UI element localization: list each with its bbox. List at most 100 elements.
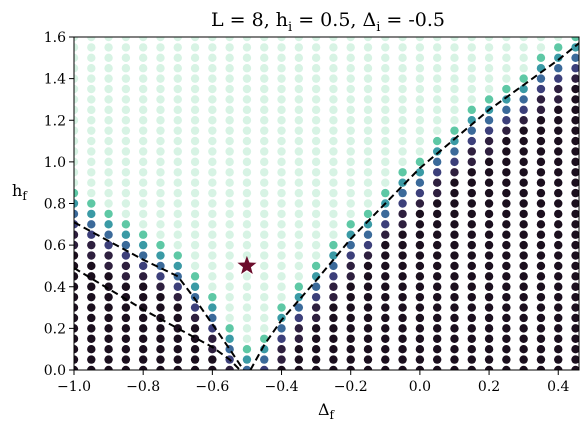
- data-point: [173, 344, 182, 354]
- data-point: [398, 251, 407, 260]
- data-point: [225, 168, 234, 177]
- data-point: [571, 272, 579, 281]
- data-point: [104, 199, 113, 208]
- data-point: [225, 209, 234, 219]
- data-point: [87, 188, 96, 198]
- data-point: [467, 37, 476, 42]
- data-point: [277, 251, 286, 260]
- data-point: [277, 261, 286, 271]
- data-point: [381, 157, 390, 167]
- data-point: [346, 147, 355, 156]
- data-point: [415, 147, 425, 156]
- data-point: [502, 64, 511, 73]
- data-point: [363, 105, 373, 115]
- data-point: [398, 261, 407, 271]
- data-point: [190, 84, 200, 94]
- data-point: [156, 168, 165, 177]
- data-point: [104, 282, 113, 291]
- data-point: [104, 292, 113, 302]
- data-point: [381, 126, 390, 135]
- data-point: [156, 147, 165, 156]
- data-point: [381, 313, 390, 323]
- title-sub-2: i: [376, 20, 380, 35]
- data-point: [536, 53, 546, 63]
- data-point: [87, 240, 96, 250]
- data-point: [277, 355, 286, 364]
- data-point: [484, 157, 494, 167]
- data-point: [190, 74, 200, 83]
- data-point: [450, 313, 459, 323]
- data-point: [346, 37, 355, 42]
- data-point: [74, 53, 79, 63]
- data-point: [536, 199, 546, 208]
- data-point: [571, 126, 579, 135]
- data-point: [467, 355, 476, 364]
- data-point: [156, 64, 165, 73]
- data-point: [502, 147, 511, 156]
- data-point: [260, 199, 269, 208]
- data-point: [415, 199, 425, 208]
- data-point: [138, 344, 148, 354]
- data-point: [329, 84, 338, 94]
- data-point: [502, 292, 511, 302]
- data-point: [363, 136, 373, 146]
- data-point: [225, 220, 234, 229]
- data-point: [87, 230, 96, 239]
- data-point: [208, 272, 217, 281]
- data-point: [156, 37, 165, 42]
- data-point: [87, 74, 96, 83]
- data-point: [467, 178, 476, 187]
- data-point: [329, 272, 338, 281]
- data-point: [502, 220, 511, 229]
- data-point: [467, 53, 476, 63]
- data-point: [554, 116, 563, 125]
- data-point: [74, 84, 79, 94]
- data-point: [467, 64, 476, 73]
- data-point: [138, 37, 148, 42]
- data-point: [571, 136, 579, 146]
- data-point: [536, 261, 546, 271]
- data-point: [74, 355, 79, 364]
- data-point: [74, 251, 79, 260]
- data-point: [432, 95, 442, 104]
- y-tick-label: 1.2: [44, 113, 66, 129]
- data-point: [208, 37, 217, 42]
- data-point: [311, 116, 321, 125]
- data-point: [484, 178, 494, 187]
- data-point: [536, 105, 546, 115]
- data-point: [554, 43, 563, 52]
- data-point: [381, 344, 390, 354]
- data-point: [294, 37, 304, 42]
- data-point: [450, 168, 459, 177]
- data-point: [381, 74, 390, 83]
- data-point: [294, 220, 304, 229]
- data-point: [104, 251, 113, 260]
- data-point: [502, 240, 511, 250]
- data-point: [87, 53, 96, 63]
- data-point: [242, 220, 252, 229]
- data-point: [87, 95, 96, 104]
- data-point: [536, 272, 546, 281]
- data-point: [311, 84, 321, 94]
- data-point: [329, 95, 338, 104]
- data-point: [329, 334, 338, 343]
- data-point: [484, 199, 494, 208]
- data-point: [363, 355, 373, 364]
- data-point: [450, 126, 459, 135]
- data-point: [156, 116, 165, 125]
- data-point: [484, 324, 494, 333]
- data-point: [74, 365, 79, 370]
- data-point: [156, 157, 165, 167]
- data-point: [519, 74, 528, 83]
- data-point: [415, 334, 425, 343]
- data-point: [121, 334, 131, 343]
- data-point: [432, 334, 442, 343]
- data-point: [277, 282, 286, 291]
- data-point: [294, 178, 304, 187]
- data-point: [208, 292, 217, 302]
- data-point: [190, 168, 200, 177]
- data-point: [415, 220, 425, 229]
- data-point: [311, 282, 321, 291]
- data-point: [450, 74, 459, 83]
- data-point: [173, 324, 182, 333]
